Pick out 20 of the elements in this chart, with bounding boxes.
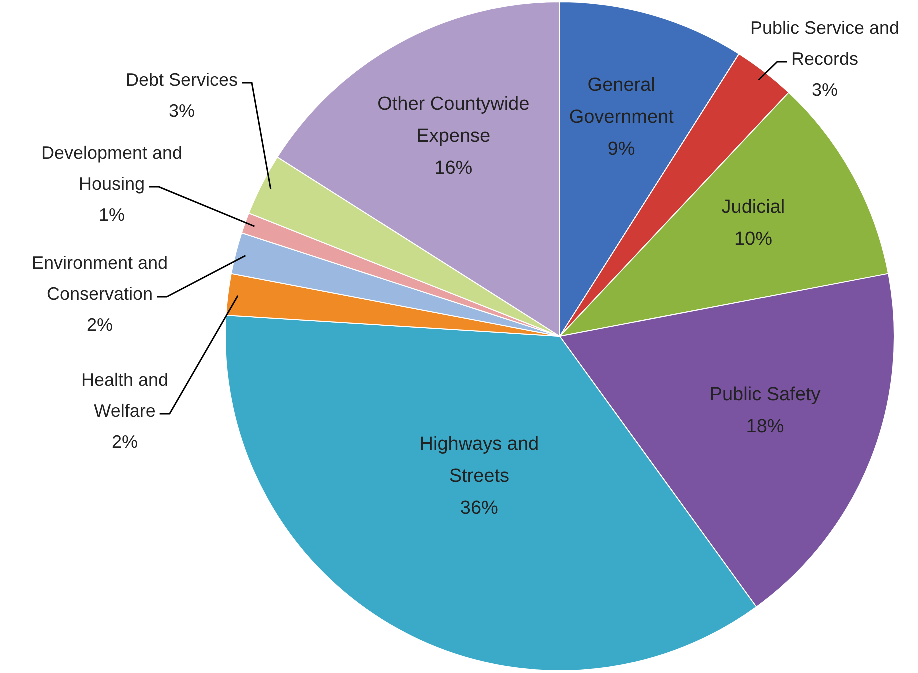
data-label: 2% (112, 432, 138, 452)
slice-label: Development and Housing (41, 142, 183, 194)
data-label: 3% (812, 80, 838, 100)
data-label: 3% (168, 100, 196, 121)
slice-label: Other Countywide Expense (378, 94, 530, 147)
data-label: 18% (746, 416, 784, 438)
data-label: 10% (734, 228, 773, 250)
data-label: 2% (86, 314, 114, 335)
slice-label: Public Service and Records (750, 18, 900, 69)
data-label: 9% (608, 139, 636, 160)
slice-label: Environment and Conservation (32, 252, 168, 304)
slice-label: Judicial (722, 196, 786, 218)
slice-label: General Government (569, 75, 675, 128)
slice-label: Health and Welfare (81, 370, 169, 421)
data-label: 16% (434, 158, 473, 179)
slice-label: Public Safety (710, 384, 822, 406)
data-label: 36% (460, 498, 499, 519)
slice-label: Debt Services (126, 70, 238, 90)
data-label: 1% (98, 204, 126, 225)
slice-label: Highways and Streets (420, 434, 540, 487)
